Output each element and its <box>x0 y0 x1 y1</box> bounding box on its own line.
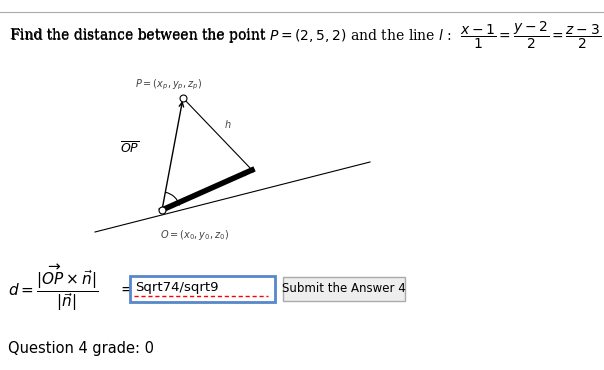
Text: Submit the Answer 4: Submit the Answer 4 <box>282 283 406 296</box>
Text: $\overline{OP}$: $\overline{OP}$ <box>120 141 140 157</box>
Text: Find the distance between the point $P = (2, 5, 2)$ and the line $l$ :  $\dfrac{: Find the distance between the point $P =… <box>10 19 601 51</box>
Text: $=$: $=$ <box>118 280 134 296</box>
Text: $O=(x_0,y_0,z_0)$: $O=(x_0,y_0,z_0)$ <box>160 228 229 242</box>
Text: Question 4 grade: 0: Question 4 grade: 0 <box>8 340 154 356</box>
Text: $d = \dfrac{|\overrightarrow{OP}\times\vec{n}|}{|\vec{n}|}$: $d = \dfrac{|\overrightarrow{OP}\times\v… <box>8 263 98 313</box>
Text: Find the distance between the point: Find the distance between the point <box>10 28 270 42</box>
Bar <box>130 276 275 302</box>
Text: Sqrt74/sqrt9: Sqrt74/sqrt9 <box>135 282 219 295</box>
Bar <box>283 277 405 301</box>
Text: $h$: $h$ <box>223 118 231 130</box>
Text: $P=(x_p,y_p,z_p)$: $P=(x_p,y_p,z_p)$ <box>135 78 202 92</box>
